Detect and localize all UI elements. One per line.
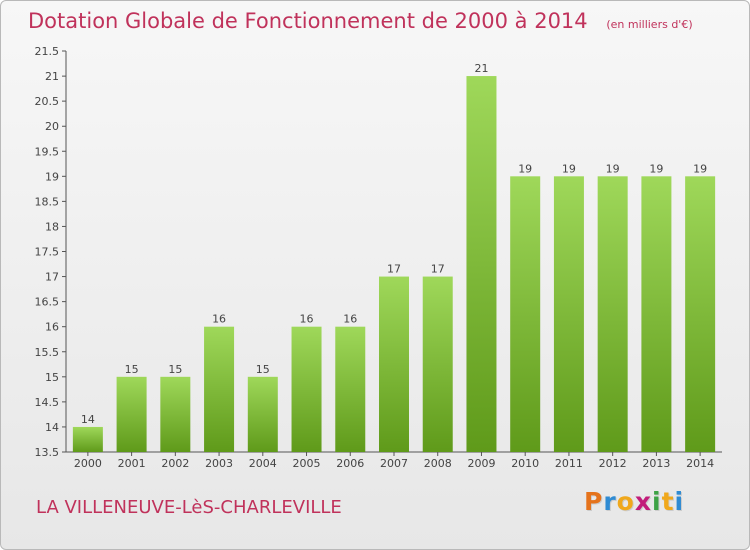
chart-title-text: Dotation Globale de Fonctionnement de 20… bbox=[28, 9, 588, 33]
bar-2004 bbox=[247, 376, 278, 452]
x-tick-label: 2009 bbox=[467, 457, 495, 470]
bar-2010 bbox=[510, 176, 541, 452]
y-tick-label: 17.5 bbox=[35, 246, 60, 259]
x-tick-label: 2014 bbox=[686, 457, 714, 470]
bar-value-label: 16 bbox=[343, 313, 357, 326]
bar-2012 bbox=[597, 176, 628, 452]
y-tick-label: 14.5 bbox=[35, 396, 60, 409]
x-tick-label: 2008 bbox=[424, 457, 452, 470]
x-tick-label: 2011 bbox=[555, 457, 583, 470]
bar-2005 bbox=[291, 326, 322, 452]
y-tick-label: 19 bbox=[45, 170, 59, 183]
bar-2000 bbox=[72, 426, 103, 452]
bar-2011 bbox=[553, 176, 584, 452]
bar-value-label: 17 bbox=[431, 263, 445, 276]
bar-value-label: 17 bbox=[387, 263, 401, 276]
logo-letter: x bbox=[634, 487, 652, 516]
y-tick-label: 15.5 bbox=[35, 346, 60, 359]
logo-letter: r bbox=[603, 487, 617, 516]
x-tick-label: 2013 bbox=[642, 457, 670, 470]
logo-letter: i bbox=[652, 487, 662, 516]
y-tick-label: 21.5 bbox=[35, 45, 60, 58]
y-tick-label: 16.5 bbox=[35, 296, 60, 309]
bar-2014 bbox=[685, 176, 716, 452]
x-tick-label: 2006 bbox=[336, 457, 364, 470]
y-tick-label: 13.5 bbox=[35, 446, 60, 459]
x-tick-label: 2001 bbox=[118, 457, 146, 470]
value-labels: 14 15 15 16 15 16 16 17 17 21 19 19 19 19 19 bbox=[81, 62, 707, 426]
bar-value-label: 19 bbox=[693, 162, 707, 175]
y-axis: 13.5 14 14.5 15 15.5 16 16.5 17 17.5 18 18.5 19 19.5… bbox=[35, 45, 67, 459]
x-tick-label: 2010 bbox=[511, 457, 539, 470]
y-tick-label: 21 bbox=[45, 70, 59, 83]
bar-value-label: 15 bbox=[125, 363, 139, 376]
bar-value-label: 19 bbox=[518, 162, 532, 175]
bars bbox=[72, 76, 716, 452]
bar-2001 bbox=[116, 376, 147, 452]
y-tick-label: 14 bbox=[45, 421, 59, 434]
y-tick-label: 18 bbox=[45, 220, 59, 233]
logo-letter: t bbox=[661, 487, 675, 516]
bar-2002 bbox=[160, 376, 191, 452]
y-tick-label: 16 bbox=[45, 321, 59, 334]
x-tick-label: 2002 bbox=[161, 457, 189, 470]
x-tick-label: 2004 bbox=[249, 457, 277, 470]
bar-2013 bbox=[641, 176, 672, 452]
chart-subtitle: (en milliers d'€) bbox=[606, 18, 693, 31]
x-tick-label: 2012 bbox=[599, 457, 627, 470]
bar-value-label: 19 bbox=[562, 162, 576, 175]
y-tick-label: 18.5 bbox=[35, 195, 60, 208]
y-tick-label: 15 bbox=[45, 371, 59, 384]
x-tick-label: 2007 bbox=[380, 457, 408, 470]
commune-name: LA VILLENEUVE-LèS-CHARLEVILLE bbox=[36, 497, 342, 518]
bar-2008 bbox=[422, 276, 453, 452]
y-tick-label: 20.5 bbox=[35, 95, 60, 108]
bar-value-label: 16 bbox=[300, 313, 314, 326]
bar-2006 bbox=[335, 326, 366, 452]
x-tick-label: 2003 bbox=[205, 457, 233, 470]
y-tick-label: 20 bbox=[45, 120, 59, 133]
bar-value-label: 15 bbox=[256, 363, 270, 376]
bar-value-label: 15 bbox=[168, 363, 182, 376]
y-tick-label: 19.5 bbox=[35, 145, 60, 158]
bar-2003 bbox=[204, 326, 235, 452]
bar-2009 bbox=[466, 76, 497, 452]
x-axis: 2000 2001 2002 2003 2004 2005 2006 2007 2008 2009… bbox=[66, 451, 722, 470]
logo-letter: i bbox=[674, 487, 685, 516]
bar-2007 bbox=[379, 276, 409, 452]
x-tick-label: 2000 bbox=[74, 457, 102, 470]
bar-value-label: 16 bbox=[212, 313, 226, 326]
logo-letter: P bbox=[584, 487, 604, 516]
y-tick-label: 17 bbox=[45, 271, 59, 284]
logo-letter: o bbox=[616, 487, 635, 516]
x-tick-label: 2005 bbox=[293, 457, 321, 470]
bar-value-label: 14 bbox=[81, 413, 95, 426]
bar-value-label: 19 bbox=[649, 162, 663, 175]
bar-value-label: 19 bbox=[606, 162, 620, 175]
proxiti-logo[interactable]: Proxiti bbox=[584, 487, 684, 516]
chart-title: Dotation Globale de Fonctionnement de 20… bbox=[28, 9, 693, 33]
bar-value-label: 21 bbox=[474, 62, 488, 75]
